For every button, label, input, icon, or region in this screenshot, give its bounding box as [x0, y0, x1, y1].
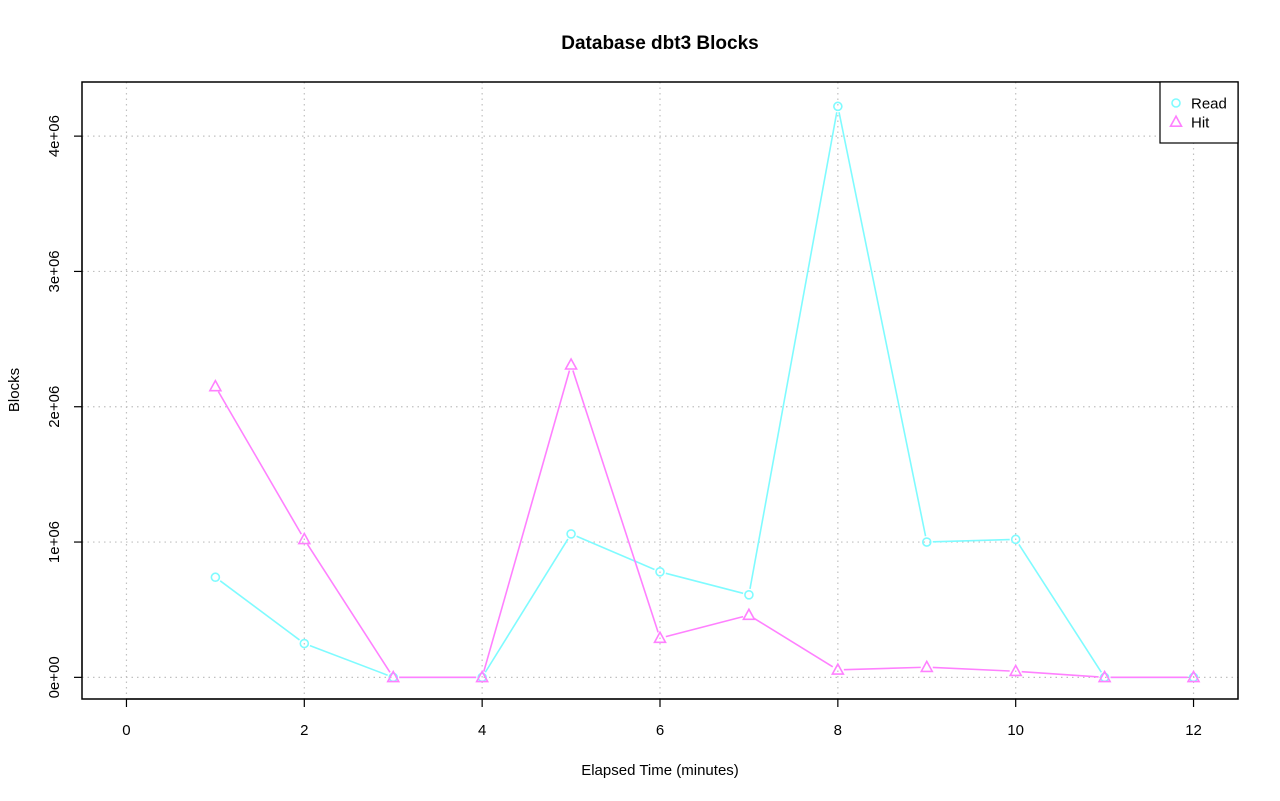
data-point [921, 537, 932, 547]
series-segment [1018, 543, 1103, 673]
legend: Read Hit [1159, 81, 1239, 144]
x-axis-label: Elapsed Time (minutes) [581, 762, 739, 779]
series-segment [309, 644, 388, 676]
legend-box [1159, 81, 1239, 144]
data-point [833, 101, 843, 112]
data-point [1097, 669, 1112, 683]
data-point [475, 669, 490, 683]
y-tick-label: 4e+06 [46, 115, 63, 157]
y-tick-label: 3e+06 [46, 250, 63, 292]
series-segment [576, 535, 655, 571]
series-segment [665, 615, 744, 638]
x-tick-label: 2 [300, 722, 308, 739]
legend-marker-read [1171, 98, 1181, 108]
x-tick-label: 10 [1007, 722, 1024, 739]
data-point [744, 590, 754, 600]
x-tick-label: 8 [834, 722, 842, 739]
chart-title: Database dbt3 Blocks [561, 33, 758, 54]
series-segment [219, 580, 300, 641]
legend-items: Read Hit [1169, 96, 1227, 132]
y-axis-label: Blocks [6, 368, 23, 412]
data-point [655, 567, 665, 577]
series-segment [932, 666, 1010, 672]
series-segment [484, 538, 569, 673]
series-segment [843, 666, 921, 671]
data-point [208, 378, 223, 392]
series-segment [306, 543, 391, 673]
y-tick-label: 2e+06 [46, 386, 63, 428]
data-point [210, 572, 221, 583]
series-read [210, 101, 1199, 683]
series-segment [483, 370, 571, 672]
data-point [1010, 534, 1021, 545]
data-point [919, 659, 934, 673]
series-segment [753, 617, 834, 668]
data-point [653, 630, 667, 644]
legend-marker-hit [1169, 114, 1183, 127]
x-tick-label: 12 [1185, 722, 1202, 739]
series-segment [749, 112, 838, 590]
series-segment [838, 112, 927, 537]
series-segment [217, 391, 302, 535]
data-point [564, 357, 578, 370]
y-tick-label: 0e+00 [46, 656, 63, 698]
legend-label-read: Read [1191, 96, 1227, 113]
series-layer [208, 101, 1201, 683]
grid [82, 82, 1238, 699]
series-hit [208, 357, 1201, 683]
data-point [742, 607, 756, 621]
x-tick-label: 6 [656, 722, 664, 739]
data-point [566, 529, 576, 539]
x-axis: 0 2 4 6 8 10 12 [122, 698, 1202, 739]
series-segment [572, 370, 659, 633]
x-tick-label: 0 [122, 722, 130, 739]
data-point [297, 531, 312, 545]
data-point [299, 638, 310, 649]
data-point [830, 662, 845, 675]
series-segment [665, 572, 744, 595]
data-point [386, 669, 401, 683]
y-tick-label: 1e+06 [46, 521, 63, 563]
data-point [1186, 669, 1201, 683]
y-axis: 0e+00 1e+06 2e+06 3e+06 4e+06 [46, 115, 83, 698]
legend-label-hit: Hit [1191, 115, 1210, 132]
x-tick-label: 4 [478, 722, 486, 739]
data-point [1008, 663, 1023, 677]
series-segment [1021, 670, 1099, 678]
series-segment [932, 538, 1010, 543]
